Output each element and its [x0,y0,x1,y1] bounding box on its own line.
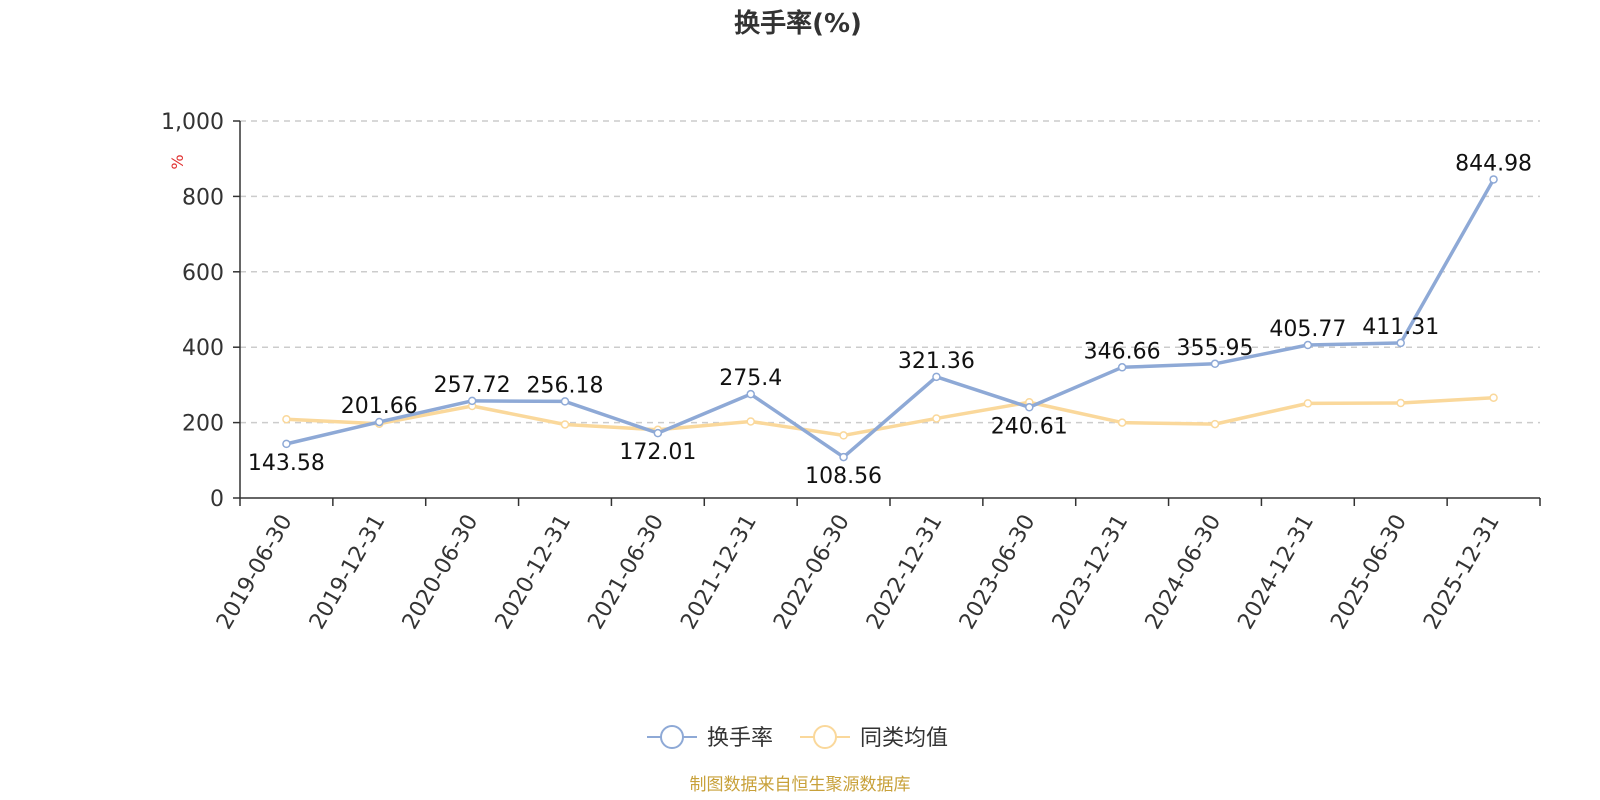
data-point [1489,393,1498,402]
data-label: 321.36 [898,349,975,374]
x-tick-label: 2023-12-31 [1048,511,1134,634]
data-point [1396,398,1405,408]
data-point [1025,403,1034,412]
legend-label: 同类均值 [860,726,948,751]
data-label: 275.4 [719,366,782,391]
gridlines [240,120,1540,424]
data-point [1210,359,1220,369]
source-note: 制图数据来自恒生聚源数据库 [690,775,911,795]
legend-marker-icon [660,725,684,749]
data-labels: 143.58 201.66 257.72 256.18 172.01 275.4 108.5… [248,151,1532,489]
data-label: 143.58 [248,451,325,476]
y-tick-label: 800 [182,185,224,210]
y-axis-unit: % [168,154,187,169]
data-label: 256.18 [527,373,604,398]
data-point [932,414,941,423]
data-point [839,452,848,462]
y-axis: 0 200 400 600 800 1,000 [161,110,241,512]
data-point [1303,340,1313,350]
data-point [282,439,291,449]
chart-title: 换手率(%) [734,8,862,39]
legend[interactable]: 换手率 同类均值 [647,725,948,751]
data-point [1210,419,1220,429]
data-point [653,428,663,438]
y-tick-label: 400 [182,336,224,361]
x-tick-label: 2019-12-31 [305,511,391,634]
x-tick-label: 2022-06-30 [769,511,855,634]
data-point [932,372,941,382]
data-label: 346.66 [1084,339,1161,364]
x-tick-label: 2020-06-30 [398,510,484,633]
data-label: 411.31 [1362,315,1439,340]
data-point [467,396,477,406]
y-tick-label: 600 [182,261,224,286]
data-point [282,414,291,424]
data-label: 172.01 [619,440,696,465]
data-label: 240.61 [991,414,1068,439]
x-tick-label: 2025-12-31 [1419,511,1505,634]
x-tick-label: 2022-12-31 [862,511,948,634]
series-layer [282,175,1498,462]
x-tick-label: 2019-06-30 [212,511,298,634]
data-label: 844.98 [1455,151,1532,176]
x-tick-label: 2021-06-30 [583,511,669,634]
data-label: 355.95 [1177,336,1254,361]
data-point [1396,338,1405,348]
data-point [560,420,570,429]
y-tick-label: 200 [182,412,224,437]
data-point [1117,363,1127,372]
series-line [286,178,1496,459]
data-point [1303,399,1313,408]
data-point [839,431,848,440]
data-label: 201.66 [341,394,418,419]
x-tick-label: 2023-06-30 [955,511,1041,634]
data-point [746,389,755,399]
data-label: 108.56 [805,464,882,489]
y-tick-label: 0 [210,487,224,512]
data-point [1117,418,1127,427]
series-line [286,395,1494,438]
x-tick-label: 2020-12-31 [491,511,577,634]
legend-item[interactable]: 同类均值 [800,725,948,751]
x-axis: 2019-06-30 2019-12-31 2020-06-30 2020-12-31… [212,497,1541,634]
data-point [375,417,384,427]
x-tick-label: 2024-12-31 [1233,511,1319,634]
data-point [1489,175,1498,184]
legend-marker-icon [813,725,837,749]
legend-item[interactable]: 换手率 [647,725,773,751]
data-label: 257.72 [434,373,511,398]
x-tick-label: 2024-06-30 [1141,511,1227,634]
data-point [746,417,755,426]
legend-label: 换手率 [707,726,773,751]
x-tick-label: 2025-06-30 [1326,511,1412,634]
data-point [560,397,570,406]
x-tick-label: 2021-12-31 [676,511,762,634]
data-label: 405.77 [1269,317,1346,342]
y-tick-label: 1,000 [161,110,224,135]
